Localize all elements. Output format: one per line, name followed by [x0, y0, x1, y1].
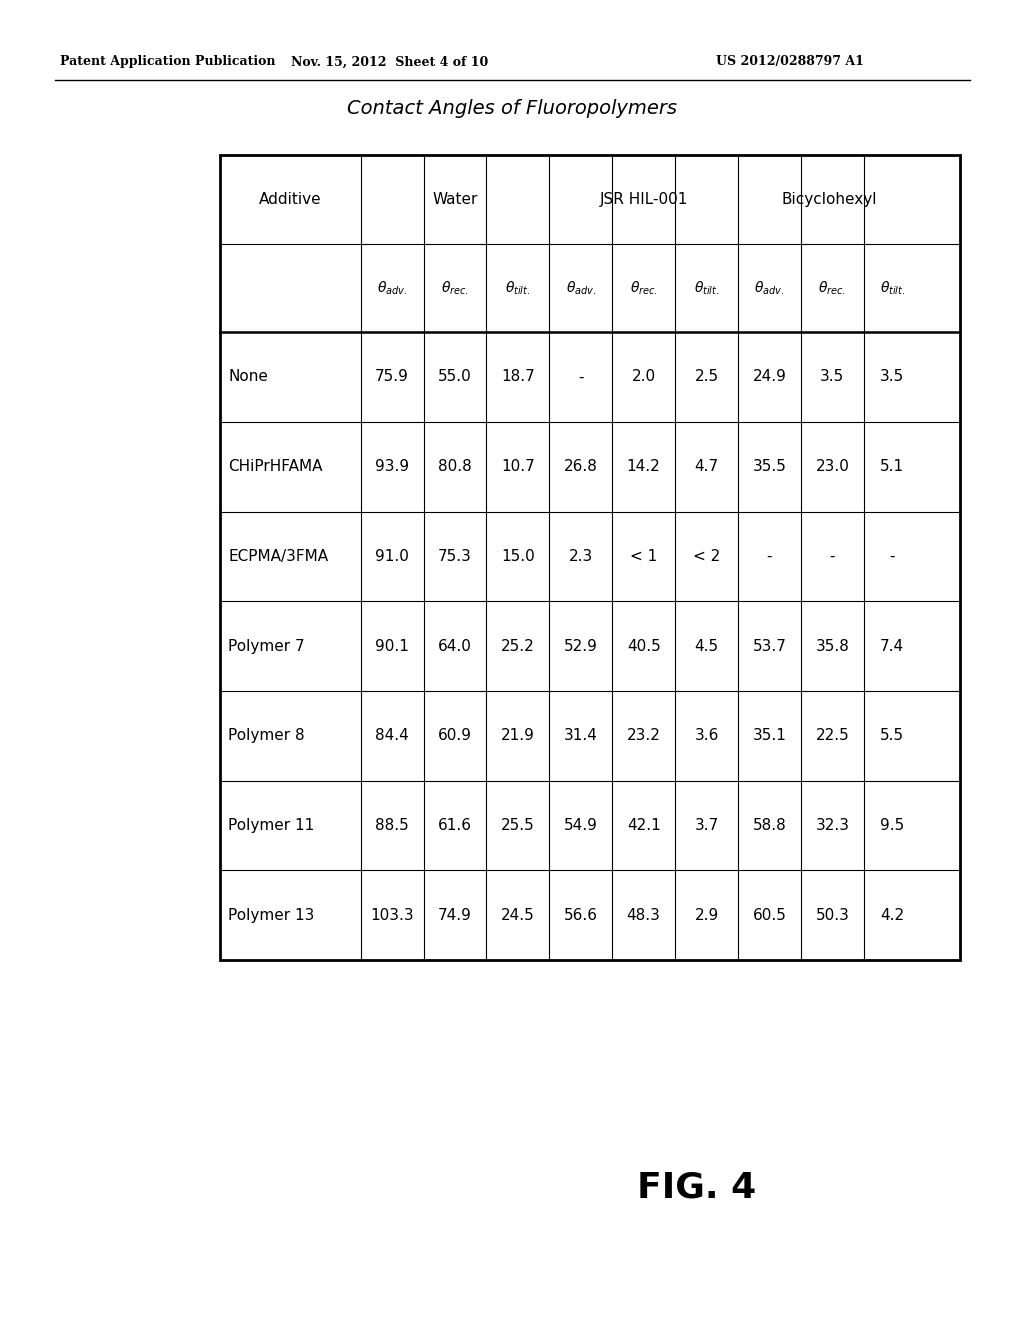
Text: Polymer 11: Polymer 11 — [228, 818, 314, 833]
Text: 3.7: 3.7 — [694, 818, 719, 833]
Text: 18.7: 18.7 — [501, 370, 535, 384]
Text: 2.5: 2.5 — [694, 370, 719, 384]
Text: JSR HIL-001: JSR HIL-001 — [599, 191, 688, 207]
Text: $\theta_{tilt.}$: $\theta_{tilt.}$ — [880, 279, 905, 297]
Text: 4.5: 4.5 — [694, 639, 719, 653]
Text: 5.1: 5.1 — [881, 459, 904, 474]
Text: < 2: < 2 — [693, 549, 720, 564]
Text: $\theta_{adv.}$: $\theta_{adv.}$ — [565, 279, 596, 297]
Text: 32.3: 32.3 — [815, 818, 849, 833]
Text: 60.5: 60.5 — [753, 908, 786, 923]
Bar — [220, 154, 961, 960]
Text: Contact Angles of Fluoropolymers: Contact Angles of Fluoropolymers — [347, 99, 677, 117]
Text: 56.6: 56.6 — [564, 908, 598, 923]
Text: 75.9: 75.9 — [375, 370, 409, 384]
Text: Bicyclohexyl: Bicyclohexyl — [781, 191, 878, 207]
Text: $\theta_{rec.}$: $\theta_{rec.}$ — [441, 279, 469, 297]
Text: Polymer 7: Polymer 7 — [228, 639, 304, 653]
Text: CHiPrHFAMA: CHiPrHFAMA — [228, 459, 323, 474]
Text: 14.2: 14.2 — [627, 459, 660, 474]
Text: 2.0: 2.0 — [632, 370, 655, 384]
Text: Patent Application Publication: Patent Application Publication — [60, 55, 275, 69]
Text: 15.0: 15.0 — [501, 549, 535, 564]
Text: US 2012/0288797 A1: US 2012/0288797 A1 — [716, 55, 864, 69]
Text: 53.7: 53.7 — [753, 639, 786, 653]
Text: 103.3: 103.3 — [371, 908, 414, 923]
Text: 2.9: 2.9 — [694, 908, 719, 923]
Text: 24.9: 24.9 — [753, 370, 786, 384]
Text: 23.2: 23.2 — [627, 729, 660, 743]
Text: Additive: Additive — [259, 191, 322, 207]
Text: 75.3: 75.3 — [438, 549, 472, 564]
Text: 80.8: 80.8 — [438, 459, 472, 474]
Text: 5.5: 5.5 — [881, 729, 904, 743]
Text: 60.9: 60.9 — [438, 729, 472, 743]
Text: 50.3: 50.3 — [815, 908, 849, 923]
Text: 2.3: 2.3 — [568, 549, 593, 564]
Text: 58.8: 58.8 — [753, 818, 786, 833]
Text: 48.3: 48.3 — [627, 908, 660, 923]
Text: 21.9: 21.9 — [501, 729, 535, 743]
Text: 31.4: 31.4 — [564, 729, 598, 743]
Text: 35.8: 35.8 — [815, 639, 849, 653]
Text: 52.9: 52.9 — [564, 639, 598, 653]
Text: < 1: < 1 — [630, 549, 657, 564]
Text: Polymer 8: Polymer 8 — [228, 729, 304, 743]
Text: FIG. 4: FIG. 4 — [637, 1171, 756, 1205]
Text: 42.1: 42.1 — [627, 818, 660, 833]
Text: 84.4: 84.4 — [375, 729, 409, 743]
Text: 54.9: 54.9 — [564, 818, 598, 833]
Text: $\theta_{adv.}$: $\theta_{adv.}$ — [755, 279, 784, 297]
Text: 25.5: 25.5 — [501, 818, 535, 833]
Text: 93.9: 93.9 — [375, 459, 410, 474]
Text: $\theta_{tilt.}$: $\theta_{tilt.}$ — [505, 279, 530, 297]
Text: 55.0: 55.0 — [438, 370, 472, 384]
Text: 88.5: 88.5 — [375, 818, 409, 833]
Text: 4.7: 4.7 — [694, 459, 719, 474]
Text: -: - — [890, 549, 895, 564]
Text: Water: Water — [432, 191, 477, 207]
Text: 61.6: 61.6 — [438, 818, 472, 833]
Text: 3.5: 3.5 — [881, 370, 904, 384]
Text: Nov. 15, 2012  Sheet 4 of 10: Nov. 15, 2012 Sheet 4 of 10 — [292, 55, 488, 69]
Text: None: None — [228, 370, 268, 384]
Text: 24.5: 24.5 — [501, 908, 535, 923]
Text: 7.4: 7.4 — [881, 639, 904, 653]
Text: 22.5: 22.5 — [815, 729, 849, 743]
Text: 74.9: 74.9 — [438, 908, 472, 923]
Text: Polymer 13: Polymer 13 — [228, 908, 314, 923]
Text: 91.0: 91.0 — [375, 549, 409, 564]
Text: -: - — [829, 549, 836, 564]
Text: 23.0: 23.0 — [815, 459, 849, 474]
Text: $\theta_{rec.}$: $\theta_{rec.}$ — [818, 279, 846, 297]
Text: 64.0: 64.0 — [438, 639, 472, 653]
Text: $\theta_{rec.}$: $\theta_{rec.}$ — [630, 279, 657, 297]
Text: -: - — [767, 549, 772, 564]
Text: 3.6: 3.6 — [694, 729, 719, 743]
Text: 35.5: 35.5 — [753, 459, 786, 474]
Text: $\theta_{tilt.}$: $\theta_{tilt.}$ — [694, 279, 719, 297]
Text: 25.2: 25.2 — [501, 639, 535, 653]
Text: 40.5: 40.5 — [627, 639, 660, 653]
Text: 90.1: 90.1 — [375, 639, 409, 653]
Text: ECPMA/3FMA: ECPMA/3FMA — [228, 549, 328, 564]
Text: $\theta_{adv.}$: $\theta_{adv.}$ — [377, 279, 408, 297]
Text: 3.5: 3.5 — [820, 370, 845, 384]
Text: 35.1: 35.1 — [753, 729, 786, 743]
Text: 10.7: 10.7 — [501, 459, 535, 474]
Text: 4.2: 4.2 — [881, 908, 904, 923]
Text: 26.8: 26.8 — [564, 459, 598, 474]
Text: -: - — [578, 370, 584, 384]
Text: 9.5: 9.5 — [881, 818, 904, 833]
